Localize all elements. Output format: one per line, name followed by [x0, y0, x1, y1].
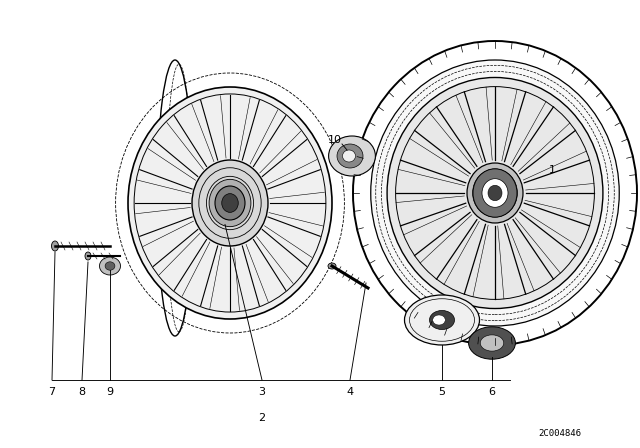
Ellipse shape — [371, 60, 620, 326]
Ellipse shape — [105, 262, 115, 270]
Ellipse shape — [128, 87, 332, 319]
Ellipse shape — [342, 150, 355, 162]
Ellipse shape — [482, 179, 508, 207]
Ellipse shape — [215, 186, 245, 220]
Ellipse shape — [433, 315, 445, 325]
Ellipse shape — [209, 179, 251, 227]
Ellipse shape — [387, 78, 603, 309]
Ellipse shape — [192, 160, 268, 246]
Ellipse shape — [404, 295, 479, 345]
Ellipse shape — [468, 327, 515, 359]
Ellipse shape — [473, 169, 517, 217]
Ellipse shape — [429, 310, 454, 329]
Text: 10: 10 — [328, 135, 342, 145]
Text: 8: 8 — [79, 387, 86, 397]
Text: 1: 1 — [548, 165, 556, 175]
Text: 5: 5 — [438, 387, 445, 397]
Text: 9: 9 — [106, 387, 113, 397]
Ellipse shape — [51, 241, 58, 251]
Ellipse shape — [488, 185, 502, 201]
Ellipse shape — [328, 263, 336, 269]
Ellipse shape — [480, 335, 504, 351]
Text: 7: 7 — [49, 387, 56, 397]
Text: 2: 2 — [259, 413, 266, 423]
Text: 4: 4 — [346, 387, 353, 397]
Ellipse shape — [221, 194, 238, 212]
Text: 3: 3 — [259, 387, 266, 397]
Ellipse shape — [328, 136, 376, 176]
Ellipse shape — [99, 257, 120, 275]
Text: 2C004846: 2C004846 — [538, 428, 582, 438]
Text: 6: 6 — [488, 387, 495, 397]
Ellipse shape — [467, 163, 523, 223]
Ellipse shape — [85, 252, 91, 260]
Ellipse shape — [337, 144, 363, 168]
